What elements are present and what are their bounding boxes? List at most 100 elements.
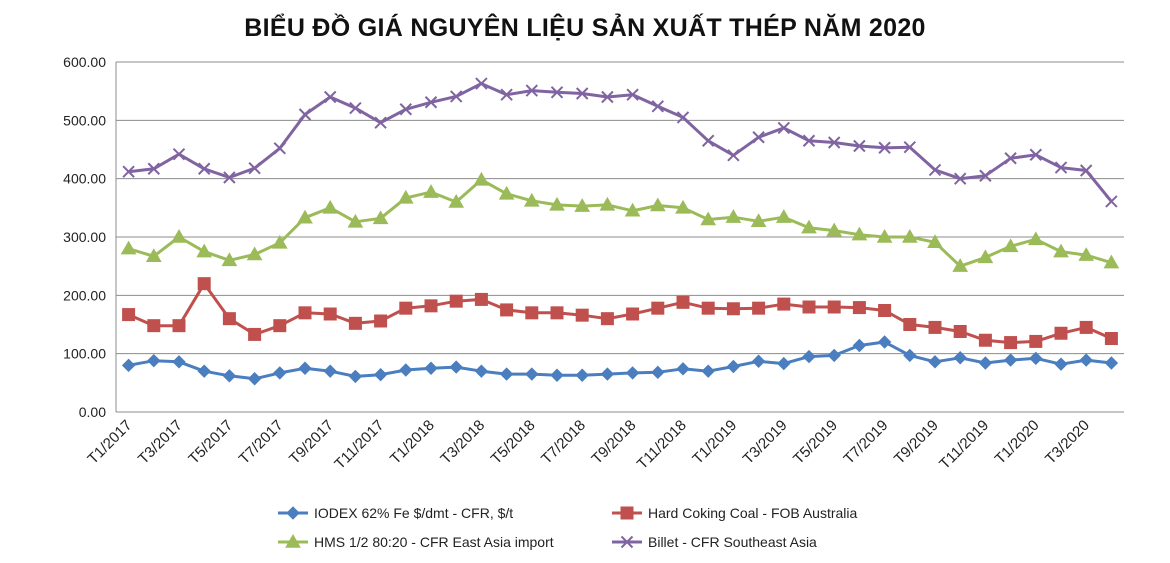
data-point [171,228,187,243]
data-point [523,192,540,207]
data-point [448,193,465,208]
data-point [323,364,337,378]
data-point [700,211,717,226]
data-point [953,172,967,185]
data-point [575,308,589,322]
data-point [853,139,866,153]
data-point [876,228,893,243]
data-point [196,243,213,258]
data-point [575,368,589,382]
series-line [128,178,1112,268]
data-point [248,161,261,175]
data-point [601,90,614,104]
data-point [575,87,589,100]
data-point [399,103,413,116]
data-point [827,136,841,149]
data-point [1078,247,1095,261]
data-point [120,240,137,255]
y-tick-label: 100.00 [63,346,106,362]
data-point [1079,353,1093,367]
data-point [449,360,463,374]
legend-marker [286,506,300,520]
data-point [625,366,640,380]
data-point [1027,231,1044,246]
data-point [525,367,539,381]
data-point [599,196,616,211]
x-tick-label: T9/2017 [286,417,337,468]
data-point [626,88,639,101]
data-point [349,101,362,115]
data-point [877,335,892,349]
data-point [121,358,136,373]
data-point [1104,332,1118,345]
data-point [197,364,211,378]
data-point [1053,243,1069,258]
data-point [852,301,866,315]
data-point [651,100,665,113]
data-point [676,362,690,376]
data-point [1054,161,1068,174]
data-point [1004,152,1017,165]
data-point [726,302,740,316]
y-tick-label: 400.00 [63,171,106,187]
x-tick-label: T11/2018 [634,417,690,473]
series-4 [122,77,1118,208]
data-point [397,189,414,204]
data-point [600,367,615,381]
data-point [322,199,339,214]
x-tick-label: T9/2018 [588,417,639,468]
data-point [928,355,942,369]
series-2 [122,277,1118,350]
x-tick-label: T1/2020 [992,417,1043,468]
data-point [701,301,715,315]
data-point [222,369,237,383]
data-point [197,162,211,175]
data-point [927,234,943,248]
data-point [1054,326,1068,340]
x-axis-tick-labels: T1/2017 T3/2017 T5/2017 T7/2017 T9/2017T11/2… [84,417,1093,473]
data-point [977,249,994,264]
x-tick-label: T7/2019 [840,417,891,468]
data-point [550,368,564,382]
series-line [127,282,1113,345]
data-point [500,88,513,101]
y-tick-label: 600.00 [63,54,106,70]
x-tick-label: T7/2018 [538,417,589,468]
data-point [903,318,917,331]
data-point [122,308,136,322]
data-point [147,353,161,368]
x-tick-label: T5/2018 [488,417,539,468]
data-point [928,320,942,334]
data-point [298,108,312,121]
x-tick-label: T3/2017 [135,417,186,468]
data-point [246,246,263,261]
data-point [323,90,337,104]
data-point [777,356,791,371]
data-point [725,209,742,223]
data-point [499,367,514,381]
data-point [701,364,715,378]
data-point [626,307,640,321]
data-point [248,327,262,341]
data-point [953,351,967,365]
legend-marker [620,535,634,549]
data-point [399,301,413,315]
data-point [247,372,262,386]
data-point [197,277,211,291]
data-point [676,295,690,309]
data-point [978,333,992,347]
data-point [273,366,287,380]
data-point [827,300,841,314]
data-point [423,184,439,198]
x-tick-label: T11/2017 [331,417,387,473]
data-point [1054,357,1068,371]
legend: IODEX 62% Fe $/dmt - CFR, $/t Hard Coking… [278,505,858,550]
data-point [399,363,413,377]
data-point [223,171,236,184]
legend-marker [285,533,301,548]
x-tick-label: T5/2017 [185,417,236,468]
y-axis-tick-labels: 0.00 100.00 200.00 300.00 400.00 500.00 600.00 [63,54,106,420]
data-point [549,196,565,211]
data-point [373,367,388,382]
data-point [726,359,741,374]
